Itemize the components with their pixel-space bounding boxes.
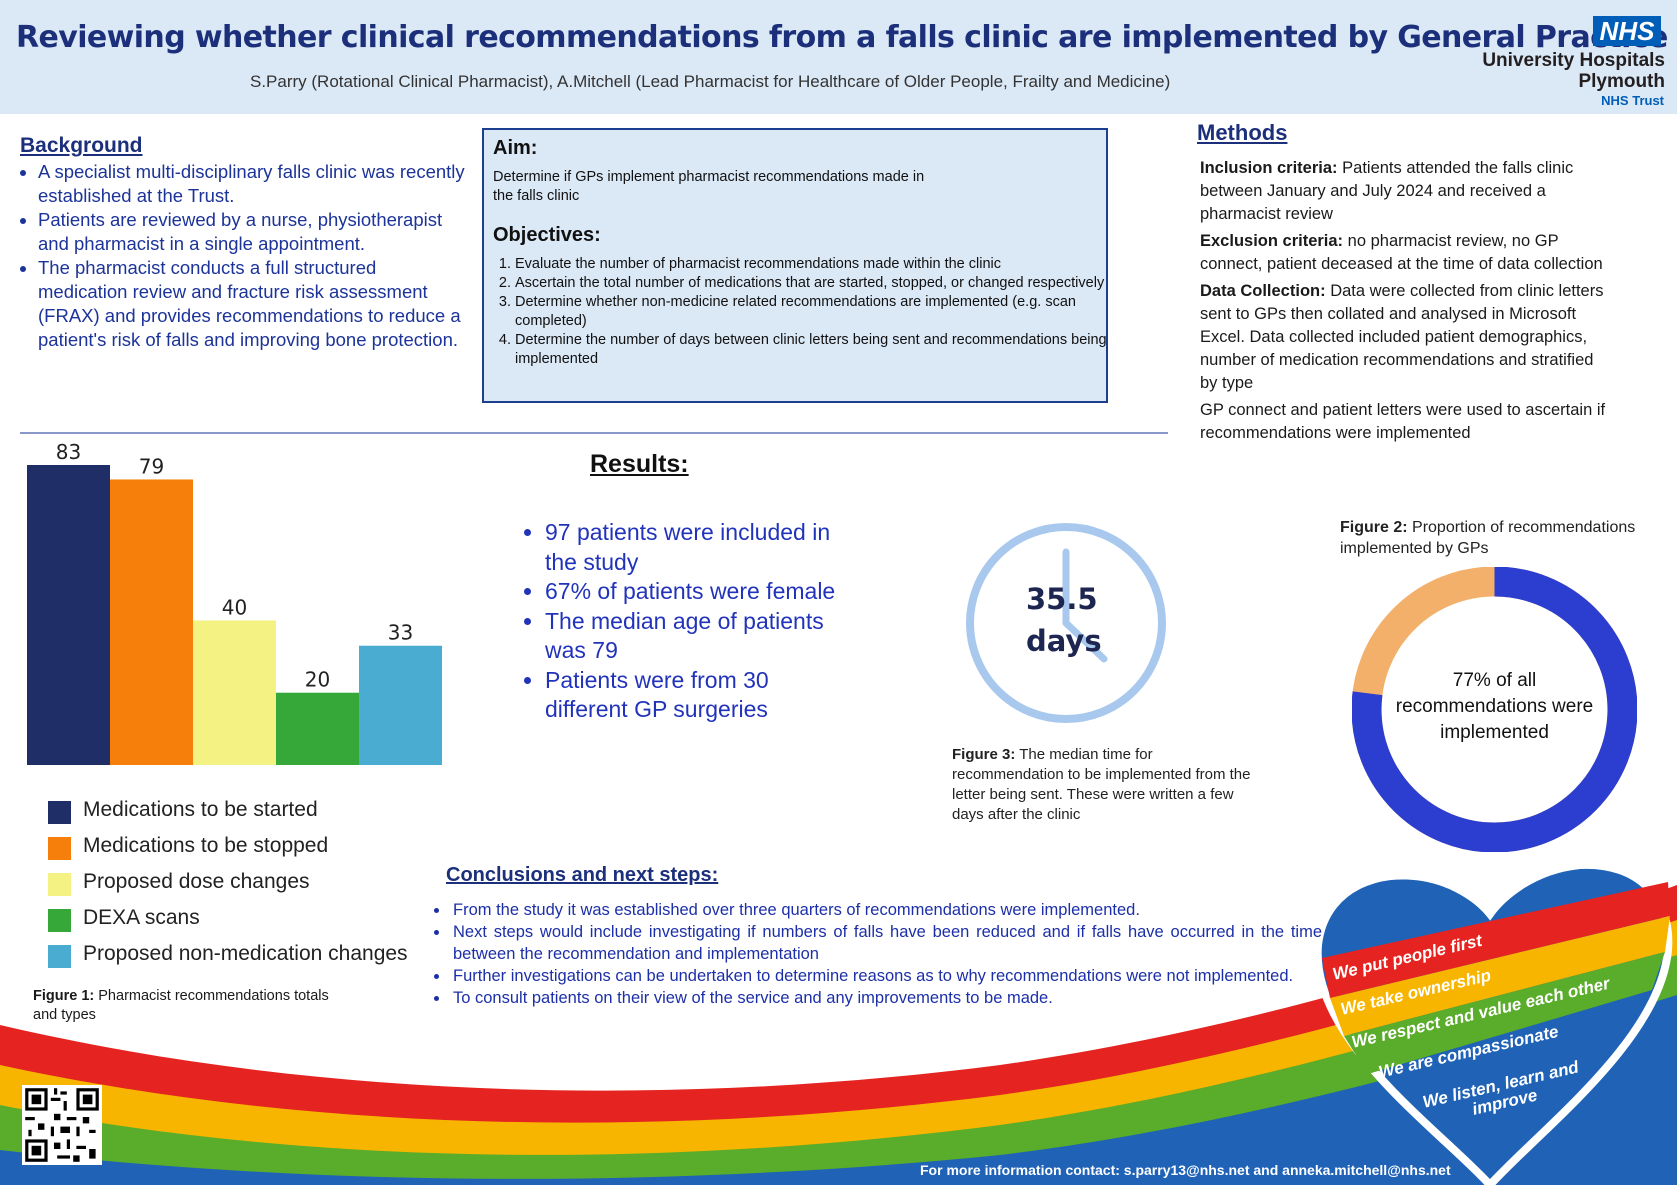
donut-slice-implemented — [1352, 567, 1637, 852]
nhs-logo: NHS — [1593, 16, 1661, 46]
legend-label: Medications to be started — [83, 798, 318, 821]
figure1-caption: Figure 1: Pharmacist recommendations tot… — [33, 987, 333, 1025]
background-item: Patients are reviewed by a nurse, physio… — [38, 208, 468, 256]
org-name-line1: University Hospitals — [1482, 50, 1665, 71]
bar — [359, 645, 442, 765]
aim-heading: Aim: — [493, 137, 538, 159]
legend-swatch — [48, 873, 71, 896]
conclusion-item: To consult patients on their view of the… — [450, 987, 1322, 1009]
objectives-list: Evaluate the number of pharmacist recomm… — [493, 255, 1115, 369]
authors: S.Parry (Rotational Clinical Pharmacist)… — [250, 72, 1171, 91]
contact-info: For more information contact: s.parry13@… — [920, 1162, 1451, 1178]
objective-item: Ascertain the total number of medication… — [515, 274, 1115, 293]
poster-title: Reviewing whether clinical recommendatio… — [16, 20, 1668, 55]
figure3-label: Figure 3: — [952, 746, 1016, 763]
bar — [276, 692, 359, 765]
rainbow-wave-graphic — [0, 860, 1677, 1185]
clock-unit: days — [1026, 624, 1102, 658]
background-item: A specialist multi-disciplinary falls cl… — [38, 160, 468, 208]
clock-icon: 35.5 days — [966, 523, 1166, 723]
bar-value-label: 83 — [56, 440, 81, 464]
legend-swatch — [48, 909, 71, 932]
org-trust: NHS Trust — [1601, 93, 1664, 108]
data-collection: Data Collection: Data were collected fro… — [1200, 280, 1610, 395]
result-item: 97 patients were included in the study — [545, 518, 855, 577]
objective-item: Determine the number of days between cli… — [515, 331, 1115, 369]
bar — [110, 479, 193, 765]
background-item: The pharmacist conducts a full structure… — [38, 256, 468, 352]
figure2-text: Proportion of recommendations implemente… — [1340, 519, 1636, 557]
legend-swatch — [48, 945, 71, 968]
figure3-text: The median time for recommendation to be… — [952, 746, 1251, 823]
heart-band-red — [1322, 882, 1670, 998]
objectives-heading: Objectives: — [493, 224, 601, 246]
bar-value-label: 79 — [139, 454, 164, 478]
figure1-text: Pharmacist recommendations totals and ty… — [33, 988, 329, 1023]
figure2-caption: Figure 2: Proportion of recommendations … — [1340, 517, 1675, 559]
conclusion-item: Further investigations can be undertaken… — [450, 965, 1322, 987]
wave-blue — [0, 995, 1677, 1185]
objective-item: Evaluate the number of pharmacist recomm… — [515, 255, 1115, 274]
figure2-label: Figure 2: — [1340, 519, 1408, 536]
legend-swatch — [48, 837, 71, 860]
inclusion-criteria: Inclusion criteria: Patients attended th… — [1200, 157, 1610, 226]
result-item: Patients were from 30 different GP surge… — [545, 666, 855, 725]
results-list: 97 patients were included in the study 6… — [520, 518, 855, 725]
exclusion-label: Exclusion criteria: — [1200, 232, 1344, 250]
exclusion-text: no pharmacist review, no GP connect, pat… — [1200, 232, 1603, 273]
org-name: University Hospitals Plymouth — [1440, 50, 1665, 92]
conclusion-item: From the study it was established over t… — [450, 899, 1322, 921]
bar-value-label: 20 — [305, 668, 330, 692]
conclusion-item: Next steps would include investigating i… — [450, 921, 1322, 965]
qr-code[interactable] — [22, 1085, 102, 1165]
inclusion-text: Patients attended the falls clinic betwe… — [1200, 159, 1574, 223]
data-collection-label: Data Collection: — [1200, 282, 1326, 300]
data-collection-text: Data were collected from clinic letters … — [1200, 282, 1604, 392]
legend-label: Proposed dose changes — [83, 870, 310, 893]
exclusion-criteria: Exclusion criteria: no pharmacist review… — [1200, 230, 1610, 276]
clock-hand-minute — [1062, 619, 1108, 663]
methods-body: Inclusion criteria: Patients attended th… — [1200, 157, 1610, 449]
clock-face — [966, 523, 1166, 723]
results-heading: Results: — [590, 450, 689, 478]
objective-item: Determine whether non-medicine related r… — [515, 293, 1115, 331]
conclusions-list: From the study it was established over t… — [438, 899, 1322, 1009]
donut-chart — [1352, 567, 1637, 852]
bar-value-label: 33 — [388, 621, 413, 645]
heart-band-orange — [1330, 916, 1670, 1036]
background-heading: Background — [20, 134, 143, 157]
result-item: The median age of patients was 79 — [545, 607, 855, 666]
legend-label: Medications to be stopped — [83, 834, 329, 857]
aim-box — [482, 128, 1108, 403]
bar — [27, 465, 110, 765]
bar-chart: 83 79 40 20 33 — [27, 440, 442, 765]
conclusions-heading: Conclusions and next steps: — [446, 864, 719, 886]
legend-label: Proposed non-medication changes — [83, 942, 408, 965]
header-banner — [0, 0, 1677, 114]
background-list: A specialist multi-disciplinary falls cl… — [20, 160, 468, 352]
legend-label: DEXA scans — [83, 906, 200, 929]
methods-heading: Methods — [1197, 120, 1288, 145]
heart-band-green — [1344, 952, 1665, 1074]
aim-text: Determine if GPs implement pharmacist re… — [493, 169, 925, 204]
inclusion-label: Inclusion criteria: — [1200, 159, 1338, 177]
org-name-line2: Plymouth — [1578, 71, 1665, 92]
figure3-caption: Figure 3: The median time for recommenda… — [952, 745, 1252, 825]
result-item: 67% of patients were female — [545, 577, 855, 607]
bar — [193, 620, 276, 765]
bar-value-label: 40 — [222, 595, 247, 619]
legend-swatch — [48, 801, 71, 824]
donut-label: 77% of all recommendations were implemen… — [1395, 670, 1594, 743]
gp-connect-text: GP connect and patient letters were used… — [1200, 401, 1606, 442]
figure1-label: Figure 1: — [33, 988, 95, 1004]
section-divider — [20, 432, 1168, 434]
qr-pattern — [25, 1088, 99, 1162]
clock-value: 35.5 — [1026, 582, 1098, 616]
